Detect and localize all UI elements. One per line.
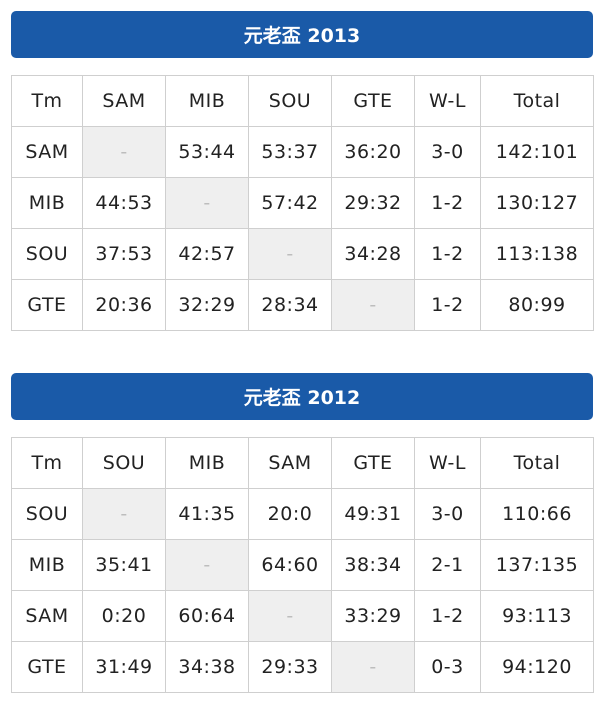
table-row: SOU 37:53 42:57 - 34:28 1-2 113:138 [11,228,594,280]
total-cell: 137:135 [480,539,594,591]
header-cell: SAM [248,437,332,489]
header-cell: W-L [414,437,481,489]
score-cell: - [248,228,332,280]
section-title: 元老盃 2012 [243,387,361,409]
team-cell: SOU [11,228,83,280]
team-cell: MIB [11,539,83,591]
score-cell: 53:44 [165,126,249,178]
score-cell: 28:34 [248,279,332,331]
section-title: 元老盃 2013 [243,25,361,47]
total-cell: 110:66 [480,488,594,540]
table-row: SAM 0:20 60:64 - 33:29 1-2 93:113 [11,590,594,642]
header-cell: Total [480,75,594,127]
table-header-row: Tm SAM MIB SOU GTE W-L Total [11,75,594,127]
total-cell: 80:99 [480,279,594,331]
score-cell: 64:60 [248,539,332,591]
header-cell: Tm [11,75,83,127]
table-row: GTE 31:49 34:38 29:33 - 0-3 94:120 [11,641,594,693]
score-cell: 0:20 [82,590,166,642]
score-cell: - [165,177,249,229]
table-row: MIB 35:41 - 64:60 38:34 2-1 137:135 [11,539,594,591]
score-cell: 57:42 [248,177,332,229]
score-cell: - [165,539,249,591]
wl-cell: 1-2 [414,177,481,229]
wl-cell: 0-3 [414,641,481,693]
wl-cell: 3-0 [414,488,481,540]
score-cell: - [331,641,415,693]
score-cell: 49:31 [331,488,415,540]
score-cell: - [82,126,166,178]
score-cell: 34:38 [165,641,249,693]
wl-cell: 1-2 [414,590,481,642]
score-cell: 37:53 [82,228,166,280]
team-cell: SAM [11,590,83,642]
header-cell: SOU [82,437,166,489]
score-cell: 33:29 [331,590,415,642]
team-cell: MIB [11,177,83,229]
score-cell: 35:41 [82,539,166,591]
score-cell: - [331,279,415,331]
standings-table-2012: Tm SOU MIB SAM GTE W-L Total SOU - 41:35… [11,437,594,693]
wl-cell: 1-2 [414,228,481,280]
team-cell: SOU [11,488,83,540]
table-row: SAM - 53:44 53:37 36:20 3-0 142:101 [11,126,594,178]
score-cell: - [82,488,166,540]
score-cell: 32:29 [165,279,249,331]
wl-cell: 1-2 [414,279,481,331]
team-cell: GTE [11,279,83,331]
header-cell: GTE [331,75,415,127]
score-cell: 60:64 [165,590,249,642]
score-cell: 20:0 [248,488,332,540]
header-cell: Tm [11,437,83,489]
score-cell: 44:53 [82,177,166,229]
score-cell: 53:37 [248,126,332,178]
header-cell: SOU [248,75,332,127]
table-row: SOU - 41:35 20:0 49:31 3-0 110:66 [11,488,594,540]
header-cell: GTE [331,437,415,489]
table-row: GTE 20:36 32:29 28:34 - 1-2 80:99 [11,279,594,331]
team-cell: GTE [11,641,83,693]
score-cell: 34:28 [331,228,415,280]
section-banner-2013: 元老盃 2013 [11,11,593,58]
score-cell: 29:33 [248,641,332,693]
total-cell: 94:120 [480,641,594,693]
score-cell: 31:49 [82,641,166,693]
score-cell: 29:32 [331,177,415,229]
header-cell: MIB [165,437,249,489]
total-cell: 142:101 [480,126,594,178]
team-cell: SAM [11,126,83,178]
header-cell: SAM [82,75,166,127]
wl-cell: 2-1 [414,539,481,591]
header-cell: W-L [414,75,481,127]
total-cell: 113:138 [480,228,594,280]
table-row: MIB 44:53 - 57:42 29:32 1-2 130:127 [11,177,594,229]
score-cell: 20:36 [82,279,166,331]
score-cell: 38:34 [331,539,415,591]
table-header-row: Tm SOU MIB SAM GTE W-L Total [11,437,594,489]
section-banner-2012: 元老盃 2012 [11,373,593,420]
score-cell: 42:57 [165,228,249,280]
total-cell: 130:127 [480,177,594,229]
standings-table-2013: Tm SAM MIB SOU GTE W-L Total SAM - 53:44… [11,75,594,331]
score-cell: - [248,590,332,642]
score-cell: 36:20 [331,126,415,178]
score-cell: 41:35 [165,488,249,540]
wl-cell: 3-0 [414,126,481,178]
total-cell: 93:113 [480,590,594,642]
header-cell: MIB [165,75,249,127]
header-cell: Total [480,437,594,489]
